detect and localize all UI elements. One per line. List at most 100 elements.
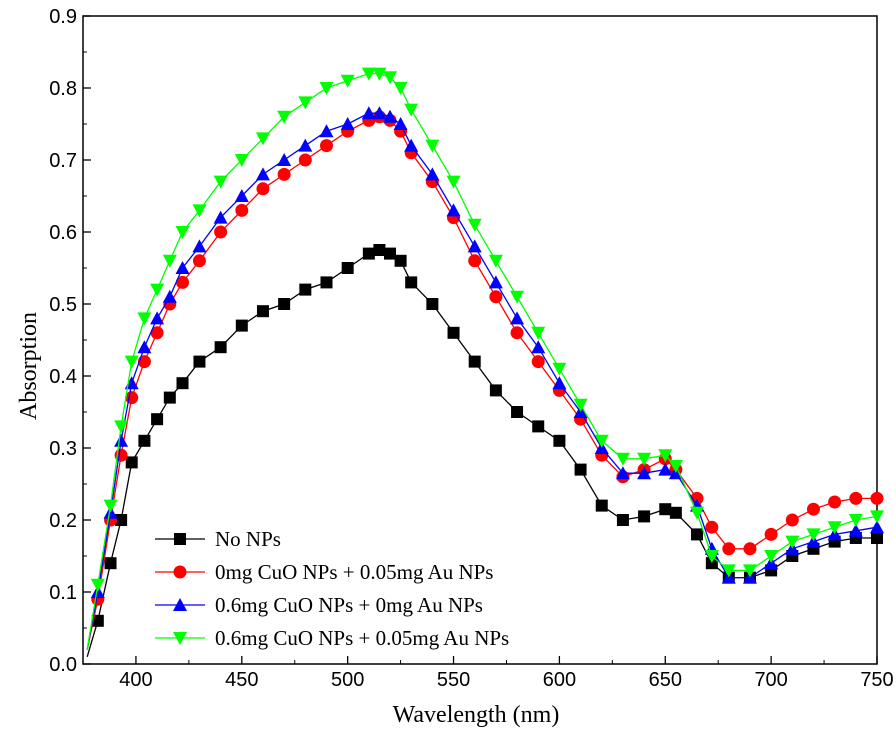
data-point (319, 82, 334, 95)
data-point (531, 326, 546, 340)
data-point (137, 312, 152, 326)
data-point (162, 254, 177, 268)
data-point (114, 433, 129, 447)
data-point (574, 463, 587, 476)
y-tick-label: 0.1 (49, 582, 77, 604)
x-axis-title: Wavelength (nm) (393, 702, 560, 728)
x-tick-label: 600 (543, 669, 576, 691)
data-point (870, 491, 884, 505)
data-point (467, 218, 482, 232)
data-point (425, 139, 440, 153)
data-point (426, 298, 439, 310)
data-point (595, 499, 608, 512)
axis-ticks (83, 15, 878, 665)
legend-entry-1: No NPs (155, 527, 281, 551)
data-point (362, 247, 375, 260)
data-point (278, 298, 291, 310)
legend-swatch-marker (173, 598, 187, 611)
data-point (615, 466, 630, 480)
data-point (213, 175, 228, 189)
x-tick-label: 500 (331, 669, 364, 691)
data-point (235, 319, 248, 332)
data-point (175, 226, 190, 239)
data-point (162, 289, 177, 303)
data-point (531, 340, 546, 354)
data-point (103, 499, 118, 513)
data-point (115, 514, 128, 526)
data-point (255, 167, 270, 181)
data-point (235, 203, 249, 217)
data-point (192, 254, 206, 268)
data-point (827, 521, 842, 535)
data-point (137, 340, 152, 354)
data-point (785, 513, 799, 527)
data-point (553, 434, 566, 447)
series-4 (86, 67, 884, 650)
data-point (848, 514, 863, 527)
data-point (234, 189, 249, 202)
legend-entry-2: 0mg CuO NPs + 0.05mg Au NPs (155, 560, 493, 584)
data-point (404, 103, 419, 117)
series-3 (86, 106, 884, 650)
data-point (114, 420, 129, 434)
data-point (510, 311, 525, 325)
y-tick-label: 0.7 (49, 150, 77, 172)
data-point (742, 564, 757, 578)
legend: No NPs 0mg CuO NPs + 0.05mg Au NPs 0.6mg C… (155, 527, 509, 650)
y-tick-label: 0.0 (49, 654, 77, 676)
data-point (373, 244, 386, 256)
data-point (849, 491, 863, 505)
data-point (532, 420, 545, 433)
legend-swatch-marker (174, 533, 186, 545)
data-point (637, 452, 652, 466)
x-tick-label: 700 (754, 669, 787, 691)
data-point (193, 355, 206, 368)
data-point (764, 527, 778, 541)
data-point (446, 203, 461, 217)
data-point (764, 550, 779, 563)
legend-label: No NPs (215, 527, 281, 551)
data-point (722, 542, 736, 556)
data-point (90, 578, 105, 592)
data-point (658, 449, 673, 463)
data-point (510, 290, 525, 304)
x-tick-label: 550 (437, 669, 470, 691)
data-point (659, 503, 672, 516)
legend-entry-4: 0.6mg CuO NPs + 0.05mg Au NPs (155, 626, 509, 650)
data-point (668, 460, 683, 473)
data-point (384, 247, 397, 260)
legend-label: 0.6mg CuO NPs + 0mg Au NPs (215, 593, 483, 617)
data-point (299, 283, 312, 296)
data-point (669, 506, 682, 519)
data-point (405, 276, 418, 289)
data-point (552, 362, 567, 376)
y-tick-label: 0.3 (49, 438, 77, 460)
data-point (361, 67, 376, 81)
data-point (341, 262, 354, 274)
data-point (531, 355, 545, 369)
data-point (690, 506, 705, 520)
data-point (150, 311, 165, 325)
legend-label: 0.6mg CuO NPs + 0.05mg Au NPs (215, 626, 509, 650)
data-point (91, 614, 104, 627)
data-point (372, 106, 387, 120)
y-tick-label: 0.2 (49, 510, 77, 532)
data-point (125, 456, 138, 469)
data-point (298, 96, 313, 110)
data-point (213, 210, 228, 224)
data-point (721, 564, 736, 578)
data-point (467, 239, 482, 253)
y-tick-label: 0.8 (49, 78, 77, 100)
data-point (871, 532, 883, 544)
data-point (488, 275, 503, 289)
data-point (175, 261, 190, 274)
data-point (298, 153, 312, 167)
data-point (828, 495, 842, 509)
data-point (104, 557, 117, 570)
data-point (489, 290, 503, 304)
data-point (785, 535, 800, 549)
data-point (870, 510, 884, 524)
data-point (425, 167, 440, 181)
data-point (468, 254, 482, 268)
data-point (383, 109, 398, 123)
